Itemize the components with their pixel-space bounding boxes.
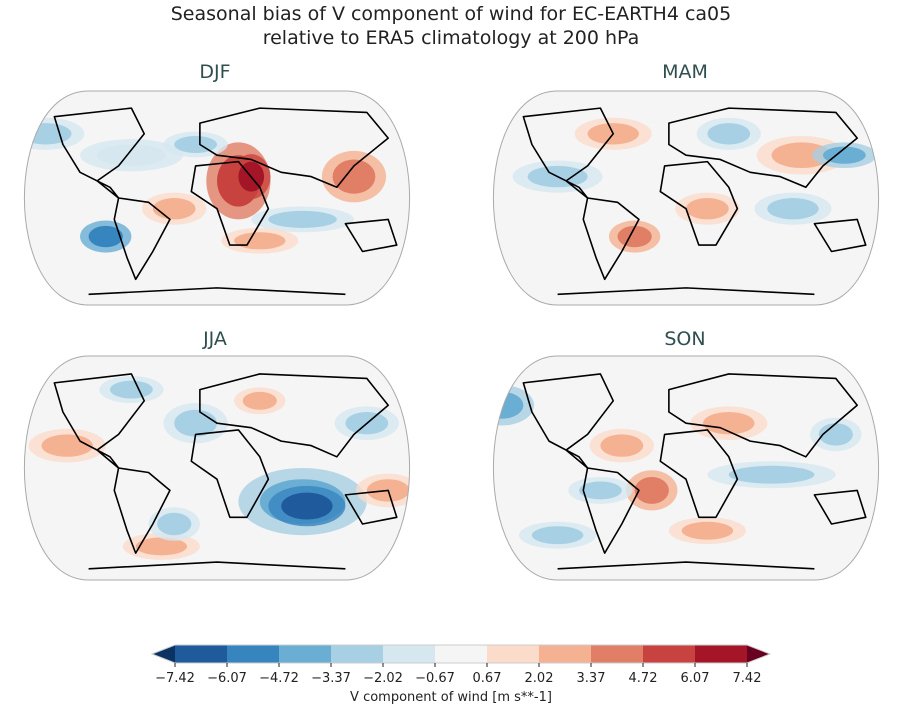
map-border [23,355,411,581]
coastline [659,160,739,246]
bias-contour [707,123,751,145]
bias-contour [135,537,188,556]
bias-contour [818,423,853,446]
bias-contour [634,476,669,504]
coastline [88,561,346,570]
bias-contour [332,159,376,194]
panel-title-djf: DJF [199,61,231,83]
coastline [88,287,346,296]
colorbar-segment [591,645,644,663]
figure-title-line1: Seasonal bias of V component of wind for… [170,3,732,25]
coastline [659,429,739,519]
colorbar-label: V component of wind [m s**-1] [350,690,552,705]
map-background [24,356,410,580]
map-panel-son [492,355,880,581]
map-border [23,90,411,306]
colorbar-segment [435,645,488,663]
map-panel-mam [492,90,880,306]
colorbar-segment [227,645,280,663]
coastline [190,429,270,519]
bias-contour [600,434,644,457]
map-panel-djf [23,90,411,306]
colorbar-tick-label: 0.67 [472,671,502,686]
coastline [582,467,640,554]
bias-contour [24,123,72,145]
colorbar-tick-label: −6.07 [207,671,247,686]
bias-contour [88,225,123,248]
bias-contour [281,492,333,520]
bias-contour [157,512,192,536]
colorbar-segment [383,645,436,663]
colorbar-segment [175,645,228,663]
panel-title-jja: JJA [203,328,227,350]
bias-contour [579,481,622,500]
colorbar-segment [695,645,748,663]
colorbar-tick-label: −0.67 [415,671,455,686]
coastline [113,467,171,554]
coastline [522,373,615,469]
coastline [557,561,815,570]
coastline [813,218,867,253]
coastline [190,160,270,246]
colorbar-tick-label: 2.02 [524,671,554,686]
panel-title-son: SON [664,328,706,350]
bias-contour [268,210,337,228]
bias-contour [41,434,93,457]
colorbar [150,644,772,667]
bias-contour [152,198,196,220]
colorbar-extend-low [152,645,175,663]
bias-contour [728,465,815,484]
colorbar-tick-label: 4.72 [628,671,658,686]
panel-title-mam: MAM [662,61,708,83]
colorbar-extend-high [747,645,770,663]
figure-title-line2: relative to ERA5 climatology at 200 hPa [262,27,640,49]
colorbar-segment [279,645,332,663]
coastline [813,489,867,525]
colorbar-tick-label: −7.42 [155,671,195,686]
bias-contour [822,146,866,164]
colorbar-segment [643,645,696,663]
coastline [113,197,171,281]
coastline [53,107,146,199]
colorbar-segment [331,645,384,663]
coastline [344,489,398,525]
colorbar-tick-label: 6.07 [680,671,710,686]
coastline [53,373,146,469]
bias-contour [242,391,277,410]
bias-contour [493,385,535,426]
colorbar-tick-label: 3.37 [576,671,606,686]
bias-contour [97,144,166,166]
bias-contour [109,380,153,399]
bias-contour [234,232,286,250]
coastline [199,107,390,189]
coastline [582,197,640,281]
coastline [668,373,859,458]
bias-contour [493,391,524,419]
colorbar-segment [487,645,540,663]
colorbar-segment [539,645,592,663]
colorbar-tick-label: 7.42 [732,671,762,686]
map-border [492,355,880,581]
colorbar-tick-label: −2.02 [363,671,403,686]
map-background [493,356,879,580]
coastline [344,218,398,253]
coastline [668,107,859,189]
colorbar-tick-label: −4.72 [259,671,299,686]
map-border [492,90,880,306]
coastline [522,107,615,199]
bias-contour [531,526,584,545]
coastline [199,373,390,458]
colorbar-tick-label: −3.37 [311,671,351,686]
bias-contour [703,412,755,435]
map-panel-jja [23,355,411,581]
bias-contour [767,198,819,220]
bias-contour [686,198,729,220]
bias-contour [681,521,734,540]
coastline [557,287,815,296]
bias-contour [771,142,832,169]
